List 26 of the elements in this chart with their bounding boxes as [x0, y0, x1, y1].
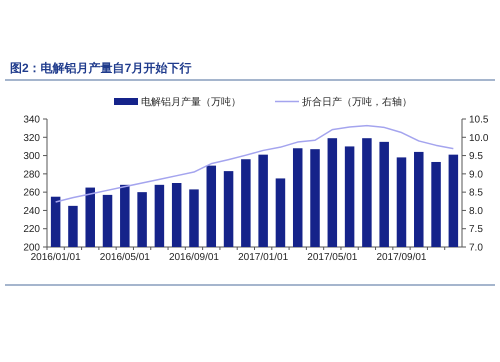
x-tick-label: 2016/01/01: [30, 252, 82, 263]
x-tick-label: 2017/01/01: [238, 252, 289, 263]
y-tick-label: 340: [23, 114, 40, 126]
x-tick-label: 2017/09/01: [376, 252, 427, 263]
y2-tick-label: 8.0: [469, 206, 484, 217]
y-tick-label: 240: [23, 206, 40, 217]
y-tick-label: 260: [23, 188, 40, 199]
y2-tick-label: 7.0: [469, 242, 484, 254]
line-series: [54, 124, 454, 203]
chart-title: 图2：电解铝月产量自7月开始下行: [10, 61, 192, 75]
x-tick-label: 2016/09/01: [168, 252, 220, 263]
y-tick-label: 200: [23, 242, 40, 254]
legend-label: 折合日产（万吨，右轴）: [302, 96, 412, 108]
x-tick-label: 2016/05/01: [100, 252, 150, 263]
y2-tick-label: 7.5: [469, 224, 484, 236]
y2-tick-label: 8.5: [469, 188, 484, 199]
y2-tick-label: 10.5: [469, 114, 489, 126]
y-tick-label: 320: [23, 132, 40, 144]
y-tick-label: 280: [23, 169, 40, 180]
y-tick-label: 300: [23, 151, 40, 162]
y2-tick-label: 10.0: [469, 132, 489, 144]
x-tick-label: 2017/05/01: [307, 252, 358, 263]
y-tick-label: 220: [23, 224, 40, 236]
y2-tick-label: 9.5: [469, 151, 484, 162]
y2-tick-label: 9.0: [469, 169, 484, 180]
legend-label: 电解铝月产量（万吨）: [141, 96, 241, 108]
